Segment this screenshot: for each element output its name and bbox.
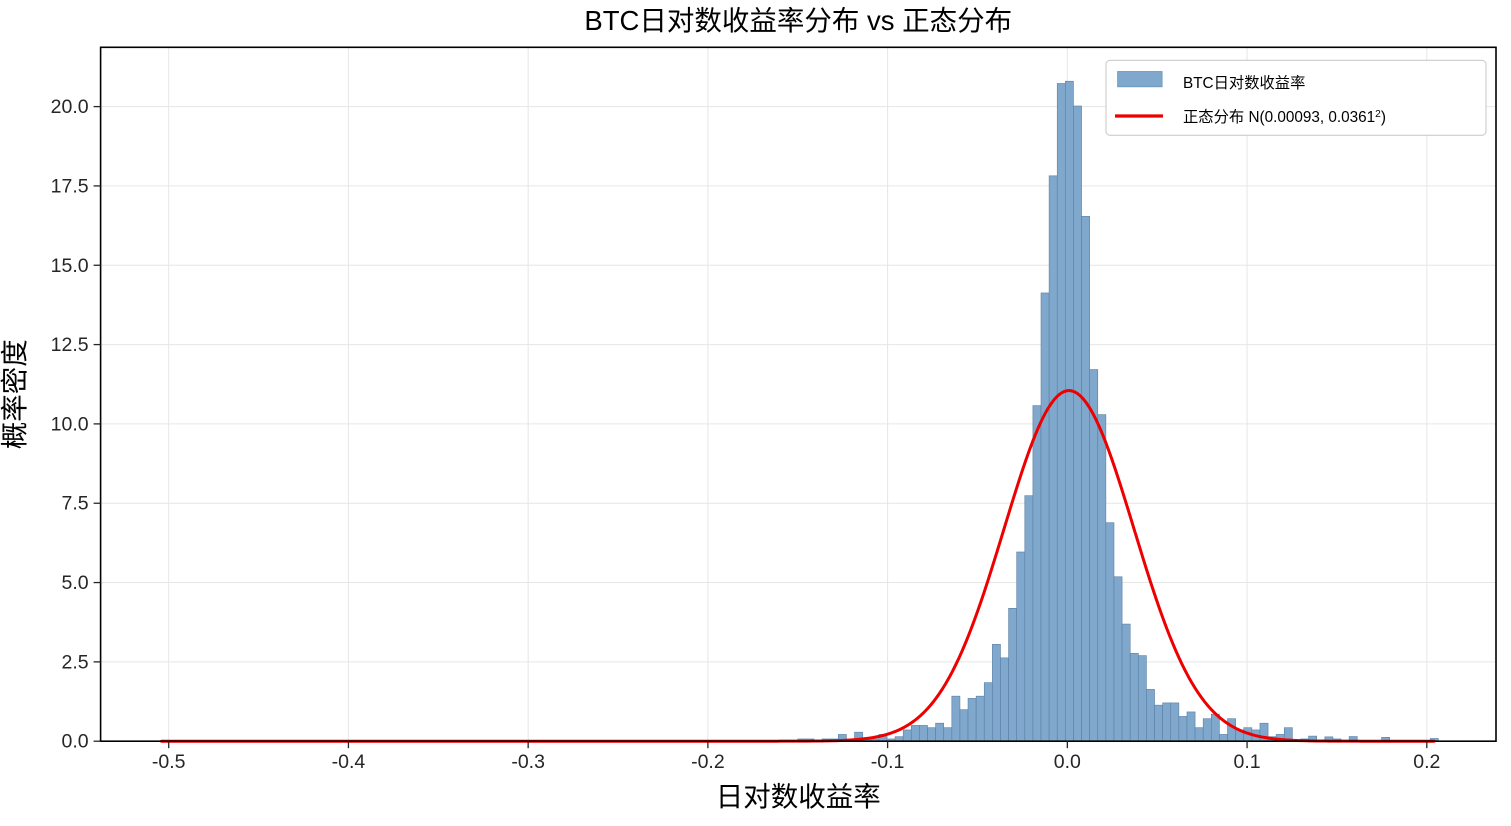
- svg-text:7.5: 7.5: [61, 493, 88, 515]
- svg-text:-0.1: -0.1: [871, 751, 905, 773]
- svg-text:0.0: 0.0: [61, 731, 88, 753]
- svg-text:-0.2: -0.2: [691, 751, 725, 773]
- svg-text:0.0: 0.0: [1054, 751, 1081, 773]
- svg-text:2.5: 2.5: [61, 651, 88, 673]
- svg-text:-0.5: -0.5: [152, 751, 186, 773]
- svg-text:日对数收益率: 日对数收益率: [716, 781, 881, 812]
- svg-text:20.0: 20.0: [51, 96, 89, 118]
- svg-text:5.0: 5.0: [61, 572, 88, 594]
- svg-text:10.0: 10.0: [51, 413, 89, 435]
- svg-text:BTC日对数收益率分布 vs 正态分布: BTC日对数收益率分布 vs 正态分布: [584, 5, 1012, 36]
- svg-text:15.0: 15.0: [51, 255, 89, 277]
- svg-text:正态分布 N(0.00093, 0.03612): 正态分布 N(0.00093, 0.03612): [1183, 109, 1386, 127]
- svg-text:0.1: 0.1: [1234, 751, 1261, 773]
- svg-text:12.5: 12.5: [51, 334, 89, 356]
- svg-text:-0.4: -0.4: [332, 751, 366, 773]
- svg-text:BTC日对数收益率: BTC日对数收益率: [1183, 75, 1305, 92]
- svg-text:0.2: 0.2: [1413, 751, 1440, 773]
- svg-text:17.5: 17.5: [51, 175, 89, 197]
- svg-text:-0.3: -0.3: [511, 751, 545, 773]
- svg-text:概率密度: 概率密度: [0, 339, 30, 449]
